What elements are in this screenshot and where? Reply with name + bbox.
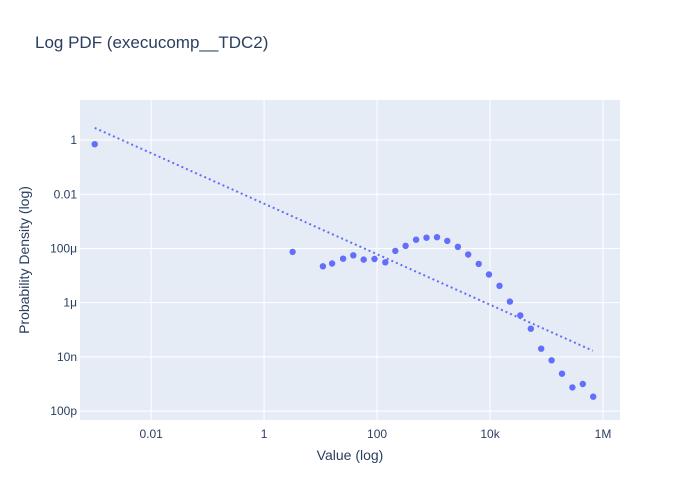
- data-point: [558, 370, 566, 377]
- data-point: [569, 384, 576, 391]
- data-point: [371, 255, 378, 263]
- x-tick-label: 1: [261, 427, 268, 441]
- data-point: [328, 260, 336, 267]
- data-point: [91, 141, 98, 148]
- x-tick-label: 1M: [595, 427, 612, 441]
- data-point: [402, 242, 409, 249]
- y-tick-label: 100μ: [50, 241, 77, 255]
- data-point: [339, 255, 347, 262]
- x-axis-ticks: 0.01 1 100 10k 1M: [139, 427, 611, 441]
- x-axis-title: Value (log): [317, 447, 384, 463]
- data-point: [527, 325, 534, 332]
- y-axis-ticks: 1 0.01 100μ 1μ 10n 100p: [50, 133, 77, 418]
- scatter-points: [91, 141, 597, 400]
- data-point: [382, 259, 389, 266]
- data-point: [506, 298, 514, 305]
- data-point: [423, 234, 430, 241]
- data-point: [289, 248, 296, 256]
- x-tick-label: 0.01: [139, 427, 163, 441]
- chart-title: Log PDF (execucomp__TDC2): [35, 33, 269, 52]
- y-tick-label: 100p: [50, 404, 77, 418]
- data-point: [465, 251, 472, 258]
- data-point: [392, 247, 399, 255]
- data-point: [360, 256, 367, 263]
- y-tick-label: 1: [70, 133, 77, 147]
- x-tick-label: 10k: [480, 427, 500, 441]
- plot-area: [80, 100, 620, 420]
- data-point: [579, 380, 586, 388]
- y-tick-label: 1μ: [63, 296, 77, 310]
- data-point: [548, 357, 555, 364]
- data-point: [475, 260, 482, 268]
- grid-lines: [80, 100, 620, 420]
- data-point: [433, 234, 441, 241]
- data-point: [590, 393, 597, 400]
- data-point: [485, 271, 493, 278]
- y-axis-title: Probability Density (log): [16, 186, 32, 334]
- y-tick-label: 10n: [57, 350, 77, 364]
- data-point: [319, 263, 327, 270]
- data-point: [444, 237, 451, 245]
- data-point: [538, 345, 545, 352]
- y-tick-label: 0.01: [54, 187, 78, 201]
- fit-line: [94, 126, 594, 352]
- data-point: [454, 243, 462, 250]
- data-point: [412, 236, 420, 243]
- data-point: [350, 252, 357, 259]
- fit-line-group: [94, 126, 594, 352]
- data-point: [496, 282, 503, 289]
- x-tick-label: 100: [367, 427, 387, 441]
- data-point: [517, 312, 524, 319]
